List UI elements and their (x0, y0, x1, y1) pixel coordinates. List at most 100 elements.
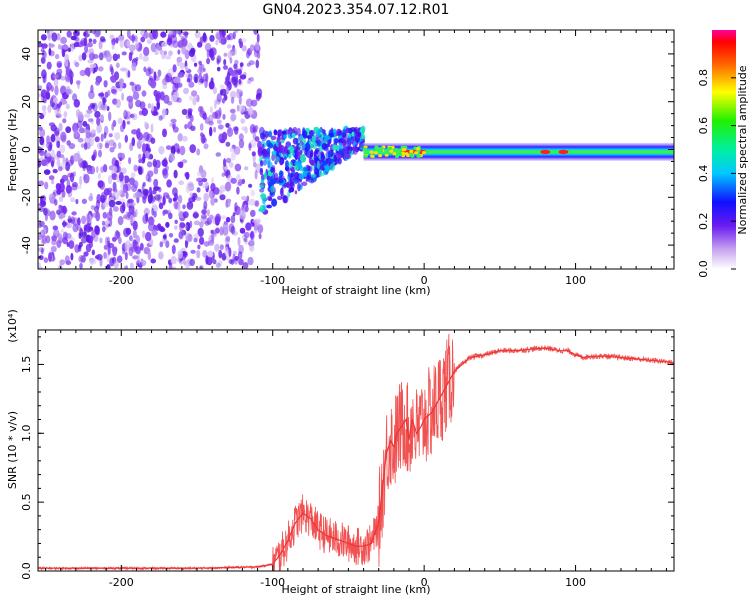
spectrogram-noise-cell (109, 75, 117, 81)
spectrogram-noise-cell (97, 172, 101, 179)
spectrogram-noise-cell (116, 231, 121, 238)
spectrogram-noise-cell (251, 222, 255, 227)
spectrogram-noise-cell (75, 198, 79, 205)
spectrogram-noise-cell (83, 173, 90, 184)
spectrogram-noise-cell (235, 68, 242, 76)
spectrogram-noise-cell (103, 125, 109, 136)
spectrogram-noise-cell (41, 200, 46, 206)
spectrogram-noise-cell (47, 104, 52, 114)
spectrogram-noise-cell (84, 136, 91, 144)
spectrogram-noise-cell (60, 36, 67, 45)
spectrogram-noise-cell (72, 93, 78, 102)
spectrogram-transition-cell (350, 136, 356, 141)
spectrogram-transition-cell (288, 161, 293, 169)
spectrogram-noise-cell (249, 139, 257, 148)
spectrogram-noise-cell (87, 42, 93, 48)
spectrogram-noise-cell (218, 249, 223, 259)
spectrogram-noise-cell (122, 183, 129, 193)
spectrogram-noise-cell (244, 205, 249, 213)
spectrogram-noise-cell (142, 230, 146, 239)
spectrogram-noise-cell (232, 253, 236, 263)
spectrogram-noise-cell (65, 161, 71, 172)
spectrogram-noise-cell (132, 220, 138, 231)
spectrogram-noise-cell (144, 120, 147, 128)
spectrogram-noise-cell (230, 71, 237, 76)
spectrogram-noise-cell (111, 42, 115, 50)
spectrogram-noise-cell (119, 204, 126, 214)
spectrogram-noise-cell (150, 137, 156, 144)
spectrogram-noise-cell (80, 37, 87, 47)
spectrogram-noise-cell (130, 50, 134, 56)
spectrogram-noise-cell (95, 199, 100, 210)
spectrogram-carrier-cell (398, 153, 403, 157)
spectrogram-noise-cell (243, 231, 250, 239)
spectrogram-noise-cell (182, 135, 188, 142)
spectrogram-noise-cell (236, 174, 241, 181)
spectrogram-noise-cell (51, 179, 55, 185)
spectrogram-noise-cell (133, 180, 139, 189)
spectrogram-noise-cell (241, 45, 247, 52)
spectrogram-noise-cell (158, 202, 164, 210)
spectrogram-noise-cell (161, 108, 168, 116)
spectrogram-noise-cell (185, 114, 191, 120)
spectrogram-noise-cell (98, 66, 104, 72)
spectrogram-noise-cell (238, 94, 242, 105)
spectrogram-noise-cell (92, 54, 99, 59)
spectrogram-noise-cell (66, 30, 72, 38)
spectrogram-noise-cell (147, 176, 152, 183)
spectrogram-noise-cell (197, 227, 204, 237)
spectrogram-transition-cell (299, 149, 303, 155)
spectrogram-transition-cell (339, 148, 344, 155)
spectrogram-transition-cell (284, 145, 287, 155)
spectrogram-noise-cell (194, 62, 198, 67)
spectrogram-noise-cell (125, 191, 129, 199)
spectrogram-noise-cell (230, 177, 237, 184)
spectrogram-noise-cell (243, 238, 248, 242)
spectrogram-transition-cell (305, 149, 312, 158)
spectrogram-noise-cell (77, 217, 81, 226)
spectrogram-noise-cell (76, 120, 83, 129)
spectrogram-noise-cell (155, 92, 161, 102)
spectrogram-noise-cell (210, 77, 214, 84)
spectrogram-noise-cell (189, 114, 194, 123)
snr-panel: -200 -100 0 100 0.0 0.5 1.0 1.5 Height of strai… (6, 309, 675, 596)
spectrogram-x-tick-label: 100 (565, 274, 586, 287)
spectrogram-noise-cell (130, 262, 134, 268)
spectrogram-transition-cell (269, 178, 276, 185)
spectrogram-noise-cell (153, 111, 159, 116)
spectrogram-noise-cell (238, 138, 245, 149)
snr-x-tick-label: 100 (565, 576, 586, 589)
snr-y-tick-label: 1.5 (20, 356, 33, 374)
spectrogram-noise-cell (168, 197, 173, 204)
spectrogram-noise-cell (43, 207, 48, 216)
spectrogram-noise-cell (96, 123, 102, 134)
spectrogram-noise-cell (174, 192, 178, 201)
spectrogram-noise-cell (98, 92, 105, 97)
spectrogram-noise-cell (170, 256, 177, 265)
spectrogram-noise-cell (233, 63, 238, 70)
spectrogram-transition-cell (336, 145, 340, 152)
spectrogram-carrier-cell (414, 151, 419, 155)
spectrogram-transition-cell (266, 175, 270, 181)
spectrogram-noise-cell (254, 136, 260, 142)
spectrogram-noise-cell (154, 50, 159, 56)
spectrogram-noise-cell (152, 189, 157, 195)
spectrogram-noise-cell (62, 231, 68, 241)
spectrogram-noise-cell (80, 255, 86, 263)
spectrogram-noise-cell (171, 244, 176, 255)
spectrogram-noise-cell (236, 89, 243, 94)
spectrogram-noise-cell (201, 134, 206, 144)
spectrogram-transition-cell (280, 139, 285, 144)
spectrogram-noise-cell (135, 40, 140, 49)
spectrogram-noise-cell (229, 147, 236, 153)
spectrogram-noise-cell (148, 222, 155, 232)
spectrogram-noise-cell (213, 229, 217, 236)
spectrogram-noise-cell (238, 133, 244, 141)
spectrogram-noise-cell (116, 255, 123, 263)
spectrogram-carrier-cell (379, 149, 384, 153)
spectrogram-carrier-cell (378, 154, 383, 158)
spectrogram-noise-cell (41, 105, 47, 112)
spectrogram-transition-cell (279, 145, 285, 154)
spectrogram-noise-cell (113, 142, 117, 149)
